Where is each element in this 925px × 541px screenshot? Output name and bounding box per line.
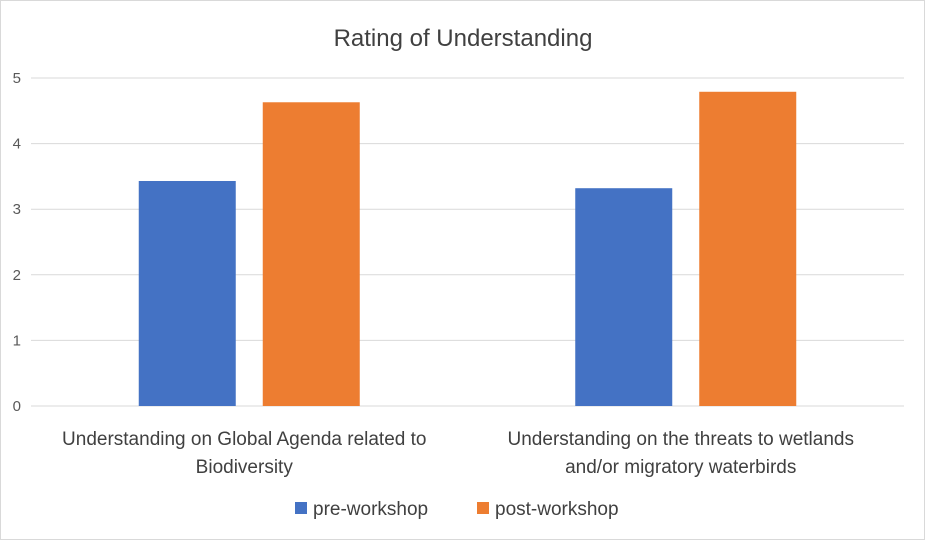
y-tick-label: 2 [13, 267, 21, 284]
bar-post-workshop [262, 102, 360, 406]
y-tick-label: 1 [13, 332, 21, 349]
legend-label: pre-workshop [313, 499, 428, 520]
bar-pre-workshop [575, 188, 673, 406]
legend-swatch [295, 502, 307, 514]
x-category-label: Understanding on the threats to wetlands… [508, 429, 854, 478]
legend-swatch [477, 502, 489, 514]
y-axis-ticks: 0 1 2 3 4 5 [13, 70, 21, 415]
y-tick-label: 0 [13, 398, 21, 415]
legend-label: post-workshop [495, 499, 619, 520]
category-labels: Understanding on Global Agenda related t… [62, 429, 854, 478]
bar-pre-workshop [138, 180, 236, 406]
legend: pre-workshop post-workshop [295, 499, 619, 520]
bar-post-workshop [699, 91, 797, 406]
chart-title: Rating of Understanding [334, 25, 593, 52]
x-category-label: Understanding on Global Agenda related t… [62, 429, 426, 478]
y-tick-label: 3 [13, 201, 21, 218]
y-tick-label: 5 [13, 70, 21, 87]
bars [138, 91, 797, 406]
y-tick-label: 4 [13, 136, 21, 153]
